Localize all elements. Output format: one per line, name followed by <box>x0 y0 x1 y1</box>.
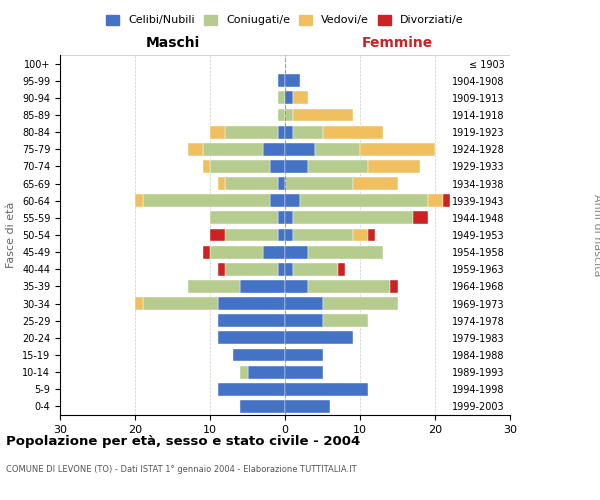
Text: Femmine: Femmine <box>362 36 433 50</box>
Bar <box>277 126 285 138</box>
Legend: Celibi/Nubili, Coniugati/e, Vedovi/e, Divorziati/e: Celibi/Nubili, Coniugati/e, Vedovi/e, Di… <box>102 10 468 30</box>
Bar <box>218 383 285 396</box>
Bar <box>293 92 308 104</box>
Bar <box>218 314 285 327</box>
Bar <box>285 314 323 327</box>
Text: Popolazione per età, sesso e stato civile - 2004: Popolazione per età, sesso e stato civil… <box>6 435 360 448</box>
Bar <box>248 366 285 378</box>
Bar <box>293 126 323 138</box>
Bar <box>285 400 330 413</box>
Bar <box>285 74 300 87</box>
Bar <box>285 263 293 276</box>
Bar <box>218 297 285 310</box>
Bar <box>285 143 315 156</box>
Bar <box>210 126 225 138</box>
Bar <box>210 246 263 258</box>
Bar <box>225 126 277 138</box>
Bar <box>277 92 285 104</box>
Bar <box>285 126 293 138</box>
Bar <box>143 297 218 310</box>
Bar <box>210 228 225 241</box>
Bar <box>285 108 293 122</box>
Bar <box>308 246 383 258</box>
Bar <box>323 314 367 327</box>
Bar <box>203 246 210 258</box>
Bar <box>293 263 337 276</box>
Bar <box>285 366 323 378</box>
Bar <box>210 212 277 224</box>
Bar <box>293 228 353 241</box>
Bar <box>285 246 308 258</box>
Bar <box>285 228 293 241</box>
Bar <box>263 246 285 258</box>
Y-axis label: Fasce di età: Fasce di età <box>7 202 16 268</box>
Bar <box>277 74 285 87</box>
Bar <box>390 280 398 293</box>
Bar <box>218 177 225 190</box>
Bar <box>293 108 353 122</box>
Bar <box>277 263 285 276</box>
Bar <box>225 177 277 190</box>
Bar <box>277 108 285 122</box>
Bar <box>135 194 143 207</box>
Bar <box>210 160 270 173</box>
Bar <box>285 280 308 293</box>
Bar <box>360 143 435 156</box>
Text: Anni di nascita: Anni di nascita <box>592 194 600 276</box>
Bar <box>285 212 293 224</box>
Bar <box>263 143 285 156</box>
Bar <box>233 348 285 362</box>
Bar <box>225 263 277 276</box>
Bar <box>353 228 367 241</box>
Bar <box>203 143 263 156</box>
Bar <box>427 194 443 207</box>
Bar <box>285 332 353 344</box>
Bar <box>240 400 285 413</box>
Bar <box>143 194 270 207</box>
Bar <box>285 160 308 173</box>
Bar <box>218 263 225 276</box>
Bar <box>293 212 413 224</box>
Bar <box>270 194 285 207</box>
Bar <box>218 332 285 344</box>
Bar <box>270 160 285 173</box>
Bar <box>300 194 427 207</box>
Bar <box>277 228 285 241</box>
Bar <box>135 297 143 310</box>
Bar <box>308 280 390 293</box>
Bar <box>367 160 420 173</box>
Bar <box>367 228 375 241</box>
Bar <box>187 280 240 293</box>
Bar <box>225 228 277 241</box>
Bar <box>285 194 300 207</box>
Bar <box>285 92 293 104</box>
Bar <box>315 143 360 156</box>
Bar <box>323 126 383 138</box>
Bar <box>285 348 323 362</box>
Bar <box>240 366 248 378</box>
Bar <box>203 160 210 173</box>
Bar <box>285 177 353 190</box>
Bar <box>323 297 398 310</box>
Text: COMUNE DI LEVONE (TO) - Dati ISTAT 1° gennaio 2004 - Elaborazione TUTTITALIA.IT: COMUNE DI LEVONE (TO) - Dati ISTAT 1° ge… <box>6 465 356 474</box>
Bar <box>337 263 345 276</box>
Bar <box>277 212 285 224</box>
Bar <box>285 383 367 396</box>
Bar <box>285 297 323 310</box>
Bar <box>353 177 398 190</box>
Bar <box>443 194 450 207</box>
Bar <box>277 177 285 190</box>
Bar <box>187 143 203 156</box>
Bar <box>240 280 285 293</box>
Text: Maschi: Maschi <box>145 36 200 50</box>
Bar <box>308 160 367 173</box>
Bar <box>413 212 427 224</box>
